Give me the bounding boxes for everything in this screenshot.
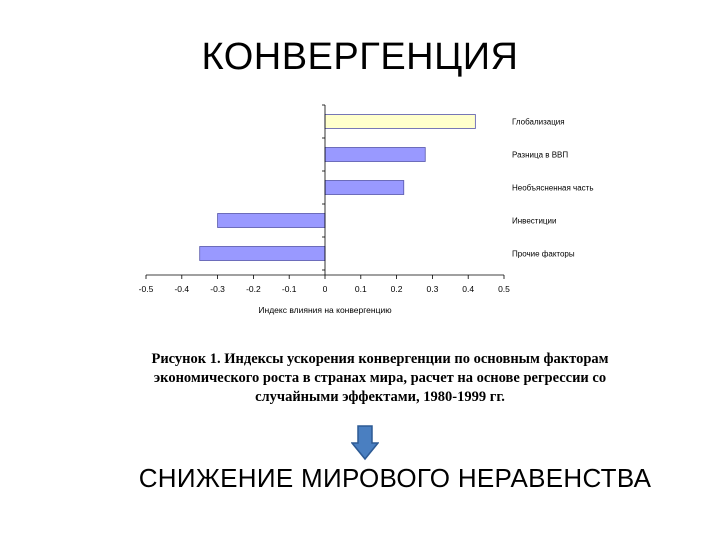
figure-caption: Рисунок 1. Индексы ускорения конвергенци… (151, 351, 609, 405)
x-tick-label: -0.3 (210, 284, 225, 294)
x-tick-label: 0.2 (391, 284, 403, 294)
bar-2 (324, 147, 426, 162)
x-tick-label: -0.4 (174, 284, 189, 294)
bars-group (199, 114, 476, 261)
conclusion-text: СНИЖЕНИЕ МИРОВОГО НЕРАВЕНСТВА (138, 463, 652, 493)
x-axis: -0.5 -0.4 -0.3 -0.2 -0.1 0 0.1 0.2 0.3 0.4 0.5 (139, 104, 510, 294)
x-tick-label: 0.1 (355, 284, 367, 294)
convergence-bar-chart: -0.5 -0.4 -0.3 -0.2 -0.1 0 0.1 0.2 0.3 0.4 0.5 Гло… (139, 104, 593, 315)
x-tick-label: 0.3 (426, 284, 438, 294)
x-tick-label: -0.1 (282, 284, 297, 294)
x-tick-label: 0 (323, 284, 328, 294)
slide-title: КОНВЕРГЕНЦИЯ (201, 36, 519, 78)
category-label-1: Глобализация (512, 118, 565, 127)
category-label-4: Инвестиции (512, 217, 556, 226)
category-label-3: Необъясненная часть (512, 184, 593, 193)
category-label-2: Разница в ВВП (512, 151, 568, 160)
category-labels: Глобализация Разница в ВВП Необъясненная ч… (512, 118, 593, 259)
x-tick-label: 0.4 (462, 284, 474, 294)
bar-4 (217, 213, 326, 228)
down-arrow-icon (351, 425, 379, 461)
x-tick-label: 0.5 (498, 284, 510, 294)
bar-3 (324, 180, 405, 195)
category-label-5: Прочие факторы (512, 250, 575, 259)
x-tick-label: -0.5 (139, 284, 154, 294)
bar-1 (324, 114, 476, 129)
bar-5 (199, 246, 326, 261)
x-tick-label: -0.2 (246, 284, 261, 294)
x-axis-label: Индекс влияния на конвергенцию (258, 305, 392, 315)
